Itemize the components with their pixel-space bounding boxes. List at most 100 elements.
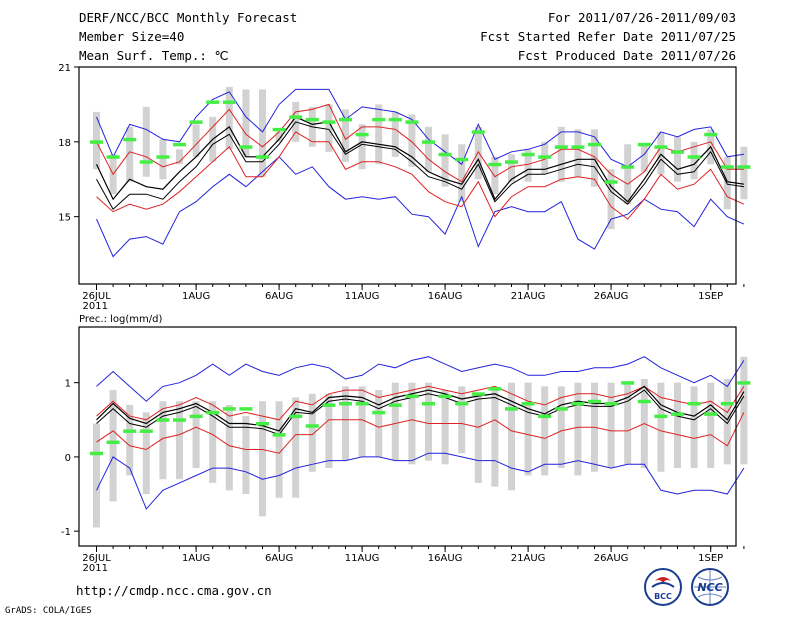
- forecast-marker: [571, 145, 585, 149]
- ensemble-box: [408, 382, 416, 465]
- ensemble-box: [441, 390, 449, 465]
- forecast-marker: [687, 401, 701, 406]
- ensemble-box: [342, 109, 349, 162]
- forecast-marker: [239, 145, 253, 149]
- forecast-marker: [189, 120, 203, 124]
- ensemble-box: [740, 356, 748, 465]
- member-size: Member Size=40: [79, 29, 185, 44]
- precip-title: Prec.: log(mm/d): [79, 314, 162, 325]
- ensemble-box: [508, 154, 515, 182]
- forecast-marker: [372, 410, 386, 415]
- ensemble-box: [209, 401, 217, 483]
- ensemble-box: [458, 144, 466, 202]
- forecast-marker: [637, 142, 651, 147]
- ensemble-box: [607, 169, 615, 230]
- forecast-marker: [388, 117, 402, 122]
- ensemble-box: [574, 129, 582, 177]
- ensemble-box: [176, 149, 183, 165]
- ensemble-max-line: [96, 88, 744, 168]
- ensemble-mean-line: [95, 116, 744, 203]
- ensemble-mean-lower-line: [96, 389, 745, 436]
- ensemble-box: [624, 382, 632, 465]
- forecast-marker: [305, 424, 319, 428]
- forecast-marker: [505, 407, 518, 411]
- ensemble-box: [109, 390, 117, 502]
- ensemble-box: [574, 382, 582, 476]
- ensemble-box: [740, 146, 748, 200]
- ensemble-box: [292, 397, 300, 498]
- ensemble-box: [275, 401, 283, 498]
- ensemble-mean-line: [96, 385, 745, 432]
- ensemble-box: [126, 126, 134, 182]
- x-tick-label: 1SEP: [698, 291, 723, 302]
- forecast-marker: [206, 100, 220, 104]
- forecast-marker: [720, 401, 734, 406]
- chart-panel-2: -1 0 1 26JUL 1AUG 6AUG 11AUG 16AUG 21AUG 26AUG 1SE…: [61, 326, 751, 574]
- forecast-marker: [488, 387, 502, 391]
- ensemble-box: [707, 382, 715, 469]
- spread-upper-line: [96, 385, 745, 421]
- forecast-marker: [488, 162, 502, 167]
- forecast-marker: [704, 412, 718, 416]
- spread-upper-line: [96, 103, 744, 185]
- forecast-marker: [604, 180, 618, 184]
- chart-title: DERF/NCC/BCC Monthly Forecast: [79, 10, 298, 25]
- ensemble-box: [674, 136, 681, 182]
- ensemble-box: [524, 149, 532, 182]
- forecast-marker: [438, 152, 452, 157]
- forecast-marker: [139, 429, 153, 433]
- ensemble-box: [607, 382, 615, 469]
- forecast-marker: [272, 127, 286, 132]
- ensemble-box: [524, 382, 532, 476]
- ensemble-box: [308, 393, 316, 472]
- forecast-marker: [455, 401, 469, 406]
- forecast-marker: [588, 399, 601, 404]
- ensemble-box: [93, 423, 100, 528]
- ensemble-box: [557, 126, 565, 182]
- grads-credit: GrADS: COLA/IGES: [5, 606, 92, 616]
- ensemble-box: [358, 124, 366, 170]
- ensemble-box: [391, 111, 399, 157]
- forecast-marker: [538, 155, 552, 159]
- forecast-marker: [455, 157, 469, 162]
- forecast-marker: [554, 145, 568, 149]
- x-tick-label: 26JUL: [82, 553, 111, 564]
- ensemble-box: [358, 386, 366, 457]
- forecast-marker: [123, 429, 137, 433]
- ensemble-box: [225, 86, 233, 150]
- x-tick-label: 26AUG: [594, 291, 629, 302]
- forecast-marker: [671, 412, 684, 416]
- source-url[interactable]: http://cmdp.ncc.cma.gov.cn: [76, 583, 272, 598]
- forecast-marker: [704, 132, 718, 137]
- forecast-marker: [339, 401, 352, 406]
- forecast-marker: [239, 407, 253, 411]
- x-tick-label: 6AUG: [265, 553, 293, 564]
- ncc-logo: NCC: [691, 568, 729, 606]
- ensemble-box: [723, 378, 731, 465]
- x-tick-label: 11AUG: [345, 553, 380, 564]
- forecast-marker: [388, 403, 402, 407]
- forecast-marker: [289, 115, 303, 119]
- x-tick-label: 26JUL: [82, 291, 111, 302]
- forecast-marker: [106, 440, 120, 445]
- ensemble-box: [192, 401, 200, 469]
- ensemble-box: [192, 124, 200, 157]
- forecast-start-date: Fcst Started Refer Date 2011/07/25: [480, 29, 736, 44]
- forecast-marker: [90, 451, 103, 456]
- x-tick-label: 16AUG: [428, 291, 463, 302]
- forecast-marker: [637, 399, 651, 404]
- forecast-marker: [256, 155, 269, 159]
- ncc-logo-text: NCC: [697, 581, 722, 594]
- forecast-marker: [505, 160, 518, 164]
- forecast-marker: [720, 165, 734, 169]
- forecast-marker: [571, 401, 585, 406]
- ensemble-box: [375, 390, 383, 457]
- forecast-marker: [173, 418, 186, 422]
- y-tick-label: 0: [65, 453, 71, 464]
- forecast-marker: [222, 100, 236, 104]
- ensemble-box: [391, 382, 399, 461]
- ensemble-box: [126, 404, 134, 476]
- forecast-marker: [521, 152, 535, 157]
- ensemble-box: [491, 386, 499, 487]
